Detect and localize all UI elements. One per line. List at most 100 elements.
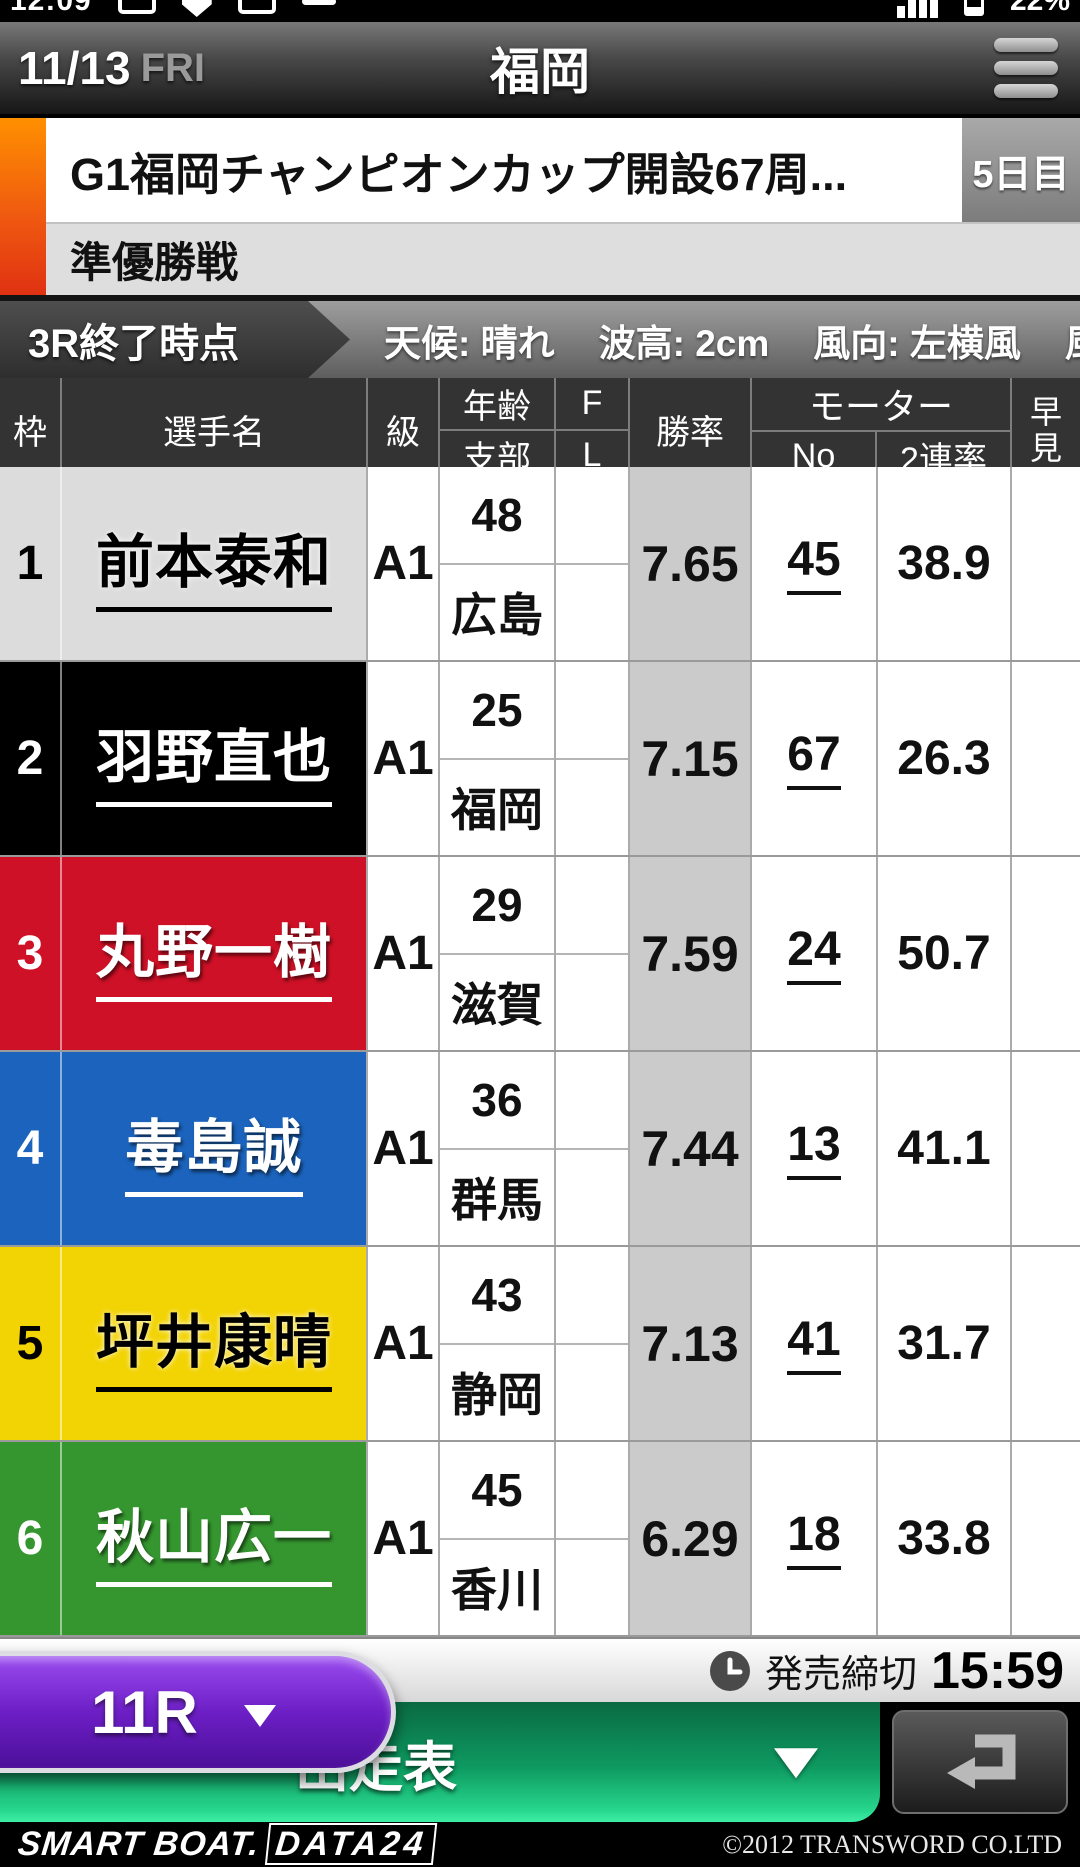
conditions-bar: 3R終了時点 天候: 晴れ 波高: 2cm 風向: 左横風 風速: 1m (0, 301, 1080, 378)
branch: 群馬 (451, 1174, 543, 1227)
table-row: 5 坪井康晴 A1 43 静岡 7.13 41 31.7 (0, 1247, 1080, 1442)
col-f: F (556, 378, 628, 431)
f-count (556, 662, 628, 760)
racer-name-cell: 毒島誠 (62, 1052, 368, 1245)
motor-rate: 38.9 (878, 467, 1012, 660)
frame-number: 5 (0, 1247, 62, 1440)
menu-button[interactable] (990, 32, 1062, 104)
f-count (556, 1442, 628, 1540)
fl-cell (556, 662, 630, 855)
event-round-label: 準優勝戦 (70, 239, 239, 286)
chevron-down-icon[interactable] (774, 1748, 818, 1779)
l-count (556, 1150, 628, 1246)
racer-name-link[interactable]: 丸野一樹 (95, 905, 332, 1002)
hayami-cell (1012, 1052, 1080, 1245)
racer-name-link[interactable]: 坪井康晴 (95, 1295, 332, 1392)
clock-icon (709, 1650, 750, 1691)
condition-wind-direction: 風向: 左横風 (813, 322, 1021, 364)
battery-icon (963, 0, 984, 16)
app-header: 福岡 11/13 FRI (0, 22, 1080, 118)
col-racer: 選手名 (62, 378, 368, 481)
back-button[interactable] (892, 1710, 1068, 1814)
hayami-cell (1012, 662, 1080, 855)
header-date: 11/13 (18, 42, 131, 94)
footer: SMART BOAT. DATA24 ©2012 TRANSWORD CO.LTD (0, 1822, 1080, 1867)
event-title-row[interactable]: G1福岡チャンピオンカップ開設67周... 5日目 (0, 118, 1080, 222)
hayami-cell (1012, 1247, 1080, 1440)
col-win-rate: 勝率 (630, 378, 752, 481)
motor-no-link[interactable]: 24 (787, 922, 841, 985)
venue-title: 福岡 (490, 44, 590, 100)
motor-no-link[interactable]: 45 (787, 532, 841, 595)
col-age-branch: 年齢 支部 (440, 378, 556, 481)
battery-percent: 22% (1009, 0, 1070, 17)
branch: 広島 (451, 589, 543, 642)
condition-wave: 波高: 2cm (598, 322, 770, 364)
win-rate: 7.65 (630, 467, 752, 660)
race-number: 11R (91, 1678, 198, 1746)
table-header: 枠 選手名 級 年齢 支部 F L 勝率 モーター No 2連率 早 見 (0, 378, 1080, 481)
back-button-area (880, 1702, 1080, 1822)
col-fl: F L (556, 378, 630, 481)
copyright-text: ©2012 TRANSWORD CO.LTD (722, 1829, 1062, 1859)
f-count (556, 857, 628, 955)
smart-boat-logo: SMART BOAT. DATA24 (16, 1823, 437, 1865)
motor-no-cell: 45 (752, 467, 878, 660)
col-motor-label: モーター (752, 378, 1010, 432)
table-row: 1 前本泰和 A1 48 広島 7.65 45 38.9 (0, 467, 1080, 662)
branch: 滋賀 (451, 979, 543, 1032)
racer-name-link[interactable]: 毒島誠 (125, 1100, 303, 1197)
motor-no-cell: 24 (752, 857, 878, 1050)
motor-no-link[interactable]: 41 (787, 1312, 841, 1375)
table-row: 4 毒島誠 A1 36 群馬 7.44 13 41.1 (0, 1052, 1080, 1247)
age: 25 (440, 662, 554, 760)
status-bar: 12:09 22% (0, 0, 1080, 22)
event-day-badge: 5日目 (962, 118, 1080, 222)
win-rate: 7.15 (630, 662, 752, 855)
signal-bars-icon (896, 0, 938, 18)
racer-name-cell: 前本泰和 (62, 467, 368, 660)
fl-cell (556, 1052, 630, 1245)
race-selector-button[interactable]: 11R (0, 1651, 396, 1773)
branch: 福岡 (451, 784, 543, 837)
age-branch-cell: 43 静岡 (440, 1247, 556, 1440)
age: 36 (440, 1052, 554, 1150)
motor-rate: 31.7 (878, 1247, 1012, 1440)
header-weekday: FRI (140, 45, 206, 90)
event-round-row: 準優勝戦 (0, 222, 1080, 295)
l-count (556, 565, 628, 661)
racer-name-cell: 秋山広一 (62, 1442, 368, 1635)
win-rate: 7.59 (630, 857, 752, 1050)
racer-name-link[interactable]: 前本泰和 (95, 515, 332, 612)
motor-no-link[interactable]: 67 (787, 727, 841, 790)
hayami-cell (1012, 467, 1080, 660)
event-title[interactable]: G1福岡チャンピオンカップ開設67周... (70, 148, 848, 200)
win-rate: 6.29 (630, 1442, 752, 1635)
fl-cell (556, 1442, 630, 1635)
class-cell: A1 (368, 662, 440, 855)
age-branch-cell: 48 広島 (440, 467, 556, 660)
l-count (556, 1345, 628, 1441)
motor-no-cell: 13 (752, 1052, 878, 1245)
l-count (556, 1540, 628, 1636)
event-accent-stripe (0, 118, 46, 295)
racer-name-cell: 坪井康晴 (62, 1247, 368, 1440)
frame-number: 6 (0, 1442, 62, 1635)
racer-name-link[interactable]: 羽野直也 (95, 710, 332, 807)
col-l: L (582, 436, 602, 475)
conditions-timing-label: 3R終了時点 (0, 301, 350, 378)
bottom-area: 11R 発売締切 15:59 出走表 (0, 1637, 1080, 1867)
f-count (556, 1247, 628, 1345)
frame-number: 3 (0, 857, 62, 1050)
age-branch-cell: 29 滋賀 (440, 857, 556, 1050)
motor-no-link[interactable]: 18 (787, 1507, 841, 1570)
class-cell: A1 (368, 1247, 440, 1440)
win-rate: 7.44 (630, 1052, 752, 1245)
mail-icon (237, 0, 276, 14)
col-class: 級 (368, 378, 440, 481)
motor-no-link[interactable]: 13 (787, 1117, 841, 1180)
racer-name-link[interactable]: 秋山広一 (95, 1490, 332, 1587)
class-cell: A1 (368, 1052, 440, 1245)
table-row: 3 丸野一樹 A1 29 滋賀 7.59 24 50.7 (0, 857, 1080, 1052)
